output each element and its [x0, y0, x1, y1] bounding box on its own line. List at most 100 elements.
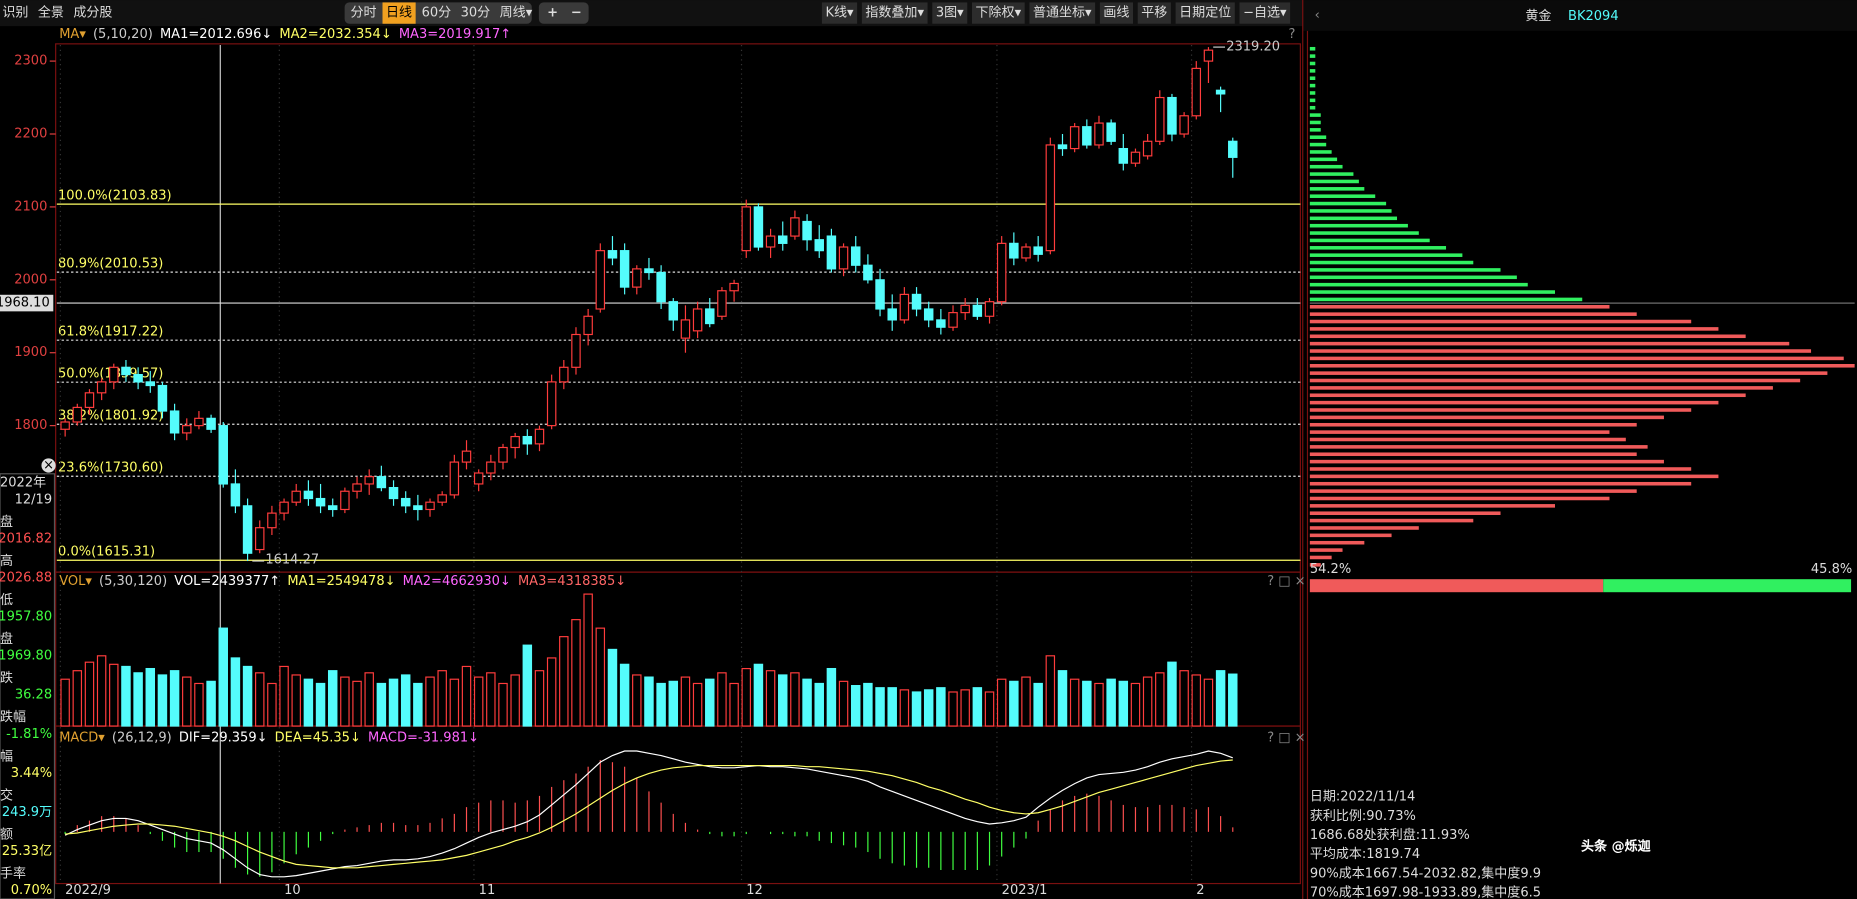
close-button[interactable]	[41, 458, 56, 473]
tool-button-bg	[1175, 2, 1235, 24]
menu-item[interactable]: 识别	[2, 6, 28, 21]
collapse-arrow[interactable]: ‹	[1315, 8, 1320, 23]
level-label: 80.9%(2010.53)	[58, 256, 163, 271]
period-button[interactable]: 分时	[351, 6, 377, 21]
indicator-header: (5,10,20)	[93, 27, 153, 42]
candle-body	[437, 494, 447, 503]
icon[interactable]: ?	[1289, 27, 1296, 42]
y-tick-label: 1800	[14, 418, 47, 433]
chip-bar	[1309, 135, 1327, 139]
volume-bar	[778, 674, 788, 727]
chip-bar	[1309, 422, 1637, 427]
info-value: -1.81%	[6, 727, 52, 742]
candle-body	[1082, 126, 1092, 146]
volume-bar	[486, 672, 496, 727]
candle-body	[705, 308, 715, 325]
candle-body	[765, 235, 776, 248]
volume-bar	[1082, 680, 1092, 727]
indicator-header: DEA=45.35↓	[275, 730, 361, 745]
volume-bar	[1057, 670, 1068, 727]
volume-bar	[169, 670, 180, 727]
candle-body	[425, 501, 435, 511]
volume-bar	[802, 678, 812, 727]
candle-body	[1142, 140, 1153, 157]
candle-body	[911, 293, 922, 310]
info-date: 2022年	[0, 476, 46, 491]
volume-bar	[680, 676, 691, 727]
candle-body	[972, 304, 983, 317]
indicator-header: (26,12,9)	[112, 730, 172, 745]
indicator-header: MACD▾	[59, 730, 105, 745]
chip-bar	[1309, 201, 1387, 206]
menu-item[interactable]: 成分股	[73, 6, 112, 21]
candle-body	[157, 384, 168, 412]
chip-bar	[1309, 282, 1528, 287]
info-panel	[0, 473, 56, 899]
candle-body	[1009, 242, 1019, 259]
candle-body	[121, 366, 131, 376]
chip-bar	[1309, 437, 1626, 442]
period-button[interactable]: 30分	[461, 6, 491, 21]
volume-bar	[1130, 682, 1141, 727]
chip-bar	[1309, 105, 1316, 110]
period-button[interactable]: 60分	[422, 6, 452, 21]
menu-item[interactable]: 全景	[38, 5, 64, 21]
volume-bar	[972, 687, 983, 727]
tool-button[interactable]: 平移	[1141, 6, 1167, 21]
tool-button[interactable]: 日期定位	[1179, 6, 1231, 21]
candle-body	[826, 235, 837, 270]
candle-body	[1118, 147, 1129, 164]
x-tick-label: 2	[1196, 883, 1204, 898]
tool-button[interactable]: 普通坐标▾	[1033, 6, 1092, 21]
candle-body	[546, 381, 557, 427]
volume-bar	[1215, 670, 1226, 727]
volume-bar	[644, 676, 654, 727]
volume-bar	[84, 661, 95, 727]
zoom-button[interactable]: −	[571, 6, 582, 21]
candle-body	[790, 217, 800, 237]
level-label: 0.0%(1615.31)	[58, 544, 155, 559]
period-selected	[382, 2, 416, 24]
annotation: 1614.27	[265, 552, 319, 567]
volume-bar	[887, 687, 897, 727]
volume-bar	[510, 674, 520, 727]
period-button[interactable]: 周线▾	[500, 6, 533, 21]
indicator-header: MA1=2012.696↓	[160, 27, 272, 42]
tool-button[interactable]: 3图▾	[936, 6, 964, 21]
candle-body	[376, 476, 387, 489]
info-date: 12/19	[15, 492, 53, 507]
candle-body	[1033, 246, 1043, 255]
info-label: 跌	[0, 670, 13, 686]
tool-button[interactable]: −自选▾	[1243, 6, 1287, 21]
volume-bar	[352, 680, 362, 727]
icon[interactable]: ? □ ×	[1267, 730, 1305, 745]
chip-bar	[1309, 386, 1773, 390]
icon[interactable]: ? □ ×	[1267, 574, 1305, 589]
candle-body	[619, 250, 630, 288]
tool-button[interactable]: 下除权▾	[976, 5, 1022, 21]
close-icon[interactable]: ×	[43, 458, 54, 473]
zoom-button[interactable]: +	[547, 6, 558, 21]
chip-bar	[1309, 61, 1316, 66]
volume-bar	[449, 678, 460, 727]
period-button[interactable]: 日线	[386, 6, 412, 21]
candle-body	[814, 239, 824, 252]
candle-body	[1155, 96, 1165, 142]
candle-body	[522, 435, 533, 445]
tool-button[interactable]: 指数叠加▾	[865, 6, 924, 21]
candle-body	[1057, 144, 1068, 150]
chip-bar	[1309, 563, 1321, 567]
profit-bar	[1309, 579, 1604, 593]
volume-bar	[571, 619, 581, 727]
volume-bar	[826, 667, 837, 727]
volume-bar	[838, 680, 849, 727]
indicator-header: (5,30,120)	[99, 574, 167, 589]
tool-button[interactable]: K线▾	[825, 6, 854, 21]
chip-bar	[1309, 415, 1664, 420]
tool-button-bg	[932, 2, 968, 24]
tool-button[interactable]: 画线	[1103, 6, 1129, 21]
button-group	[538, 2, 589, 24]
volume-bar	[534, 670, 545, 727]
chip-detail: 1686.68处获利盘:11.93%	[1310, 827, 1470, 843]
